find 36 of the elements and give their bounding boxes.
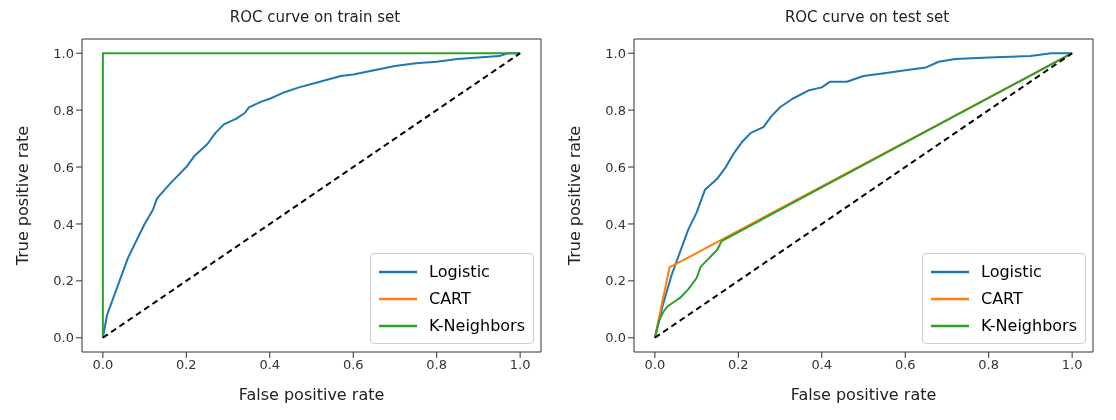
y-tick-label: 0.0: [605, 330, 626, 346]
legend-label: K-Neighbors: [981, 316, 1077, 335]
chart-title: ROC curve on train set: [228, 8, 402, 28]
y-tick-label: 0.4: [53, 216, 74, 232]
x-axis-title: False positive rate: [238, 385, 385, 404]
y-tick-label: 0.4: [605, 216, 626, 232]
x-tick-label: 0.0: [92, 357, 114, 373]
y-tick-label: 0.6: [53, 159, 74, 175]
y-axis-title: True positive rate: [12, 125, 32, 267]
x-tick-label: 0.4: [811, 357, 833, 373]
x-tick-label: 0.4: [259, 357, 281, 373]
x-tick-label: 0.6: [894, 357, 916, 373]
y-tick-label: 1.0: [53, 45, 74, 61]
x-tick-label: 0.0: [644, 357, 666, 373]
y-tick-label: 0.6: [605, 159, 626, 175]
y-tick-label: 0.8: [53, 102, 74, 118]
legend-label: Logistic: [429, 262, 490, 281]
y-axis-title: True positive rate: [564, 125, 584, 267]
x-axis-title: False positive rate: [790, 385, 937, 404]
x-tick-label: 0.8: [978, 357, 1000, 373]
x-tick-label: 0.2: [175, 357, 197, 373]
y-tick-label: 1.0: [605, 45, 626, 61]
y-tick-label: 0.2: [605, 273, 626, 289]
x-tick-label: 0.2: [727, 357, 749, 373]
legend-label: CART: [429, 289, 471, 308]
x-tick-label: 1.0: [1061, 357, 1083, 373]
y-tick-label: 0.2: [53, 273, 74, 289]
x-tick-label: 0.6: [342, 357, 364, 373]
y-tick-label: 0.0: [53, 330, 74, 346]
x-tick-label: 1.0: [509, 357, 531, 373]
y-tick-label: 0.8: [605, 102, 626, 118]
legend-label: CART: [981, 289, 1023, 308]
x-tick-label: 0.8: [426, 357, 448, 373]
legend-label: Logistic: [981, 262, 1042, 281]
legend-label: K-Neighbors: [429, 316, 525, 335]
chart-title: ROC curve on test set: [783, 8, 951, 28]
